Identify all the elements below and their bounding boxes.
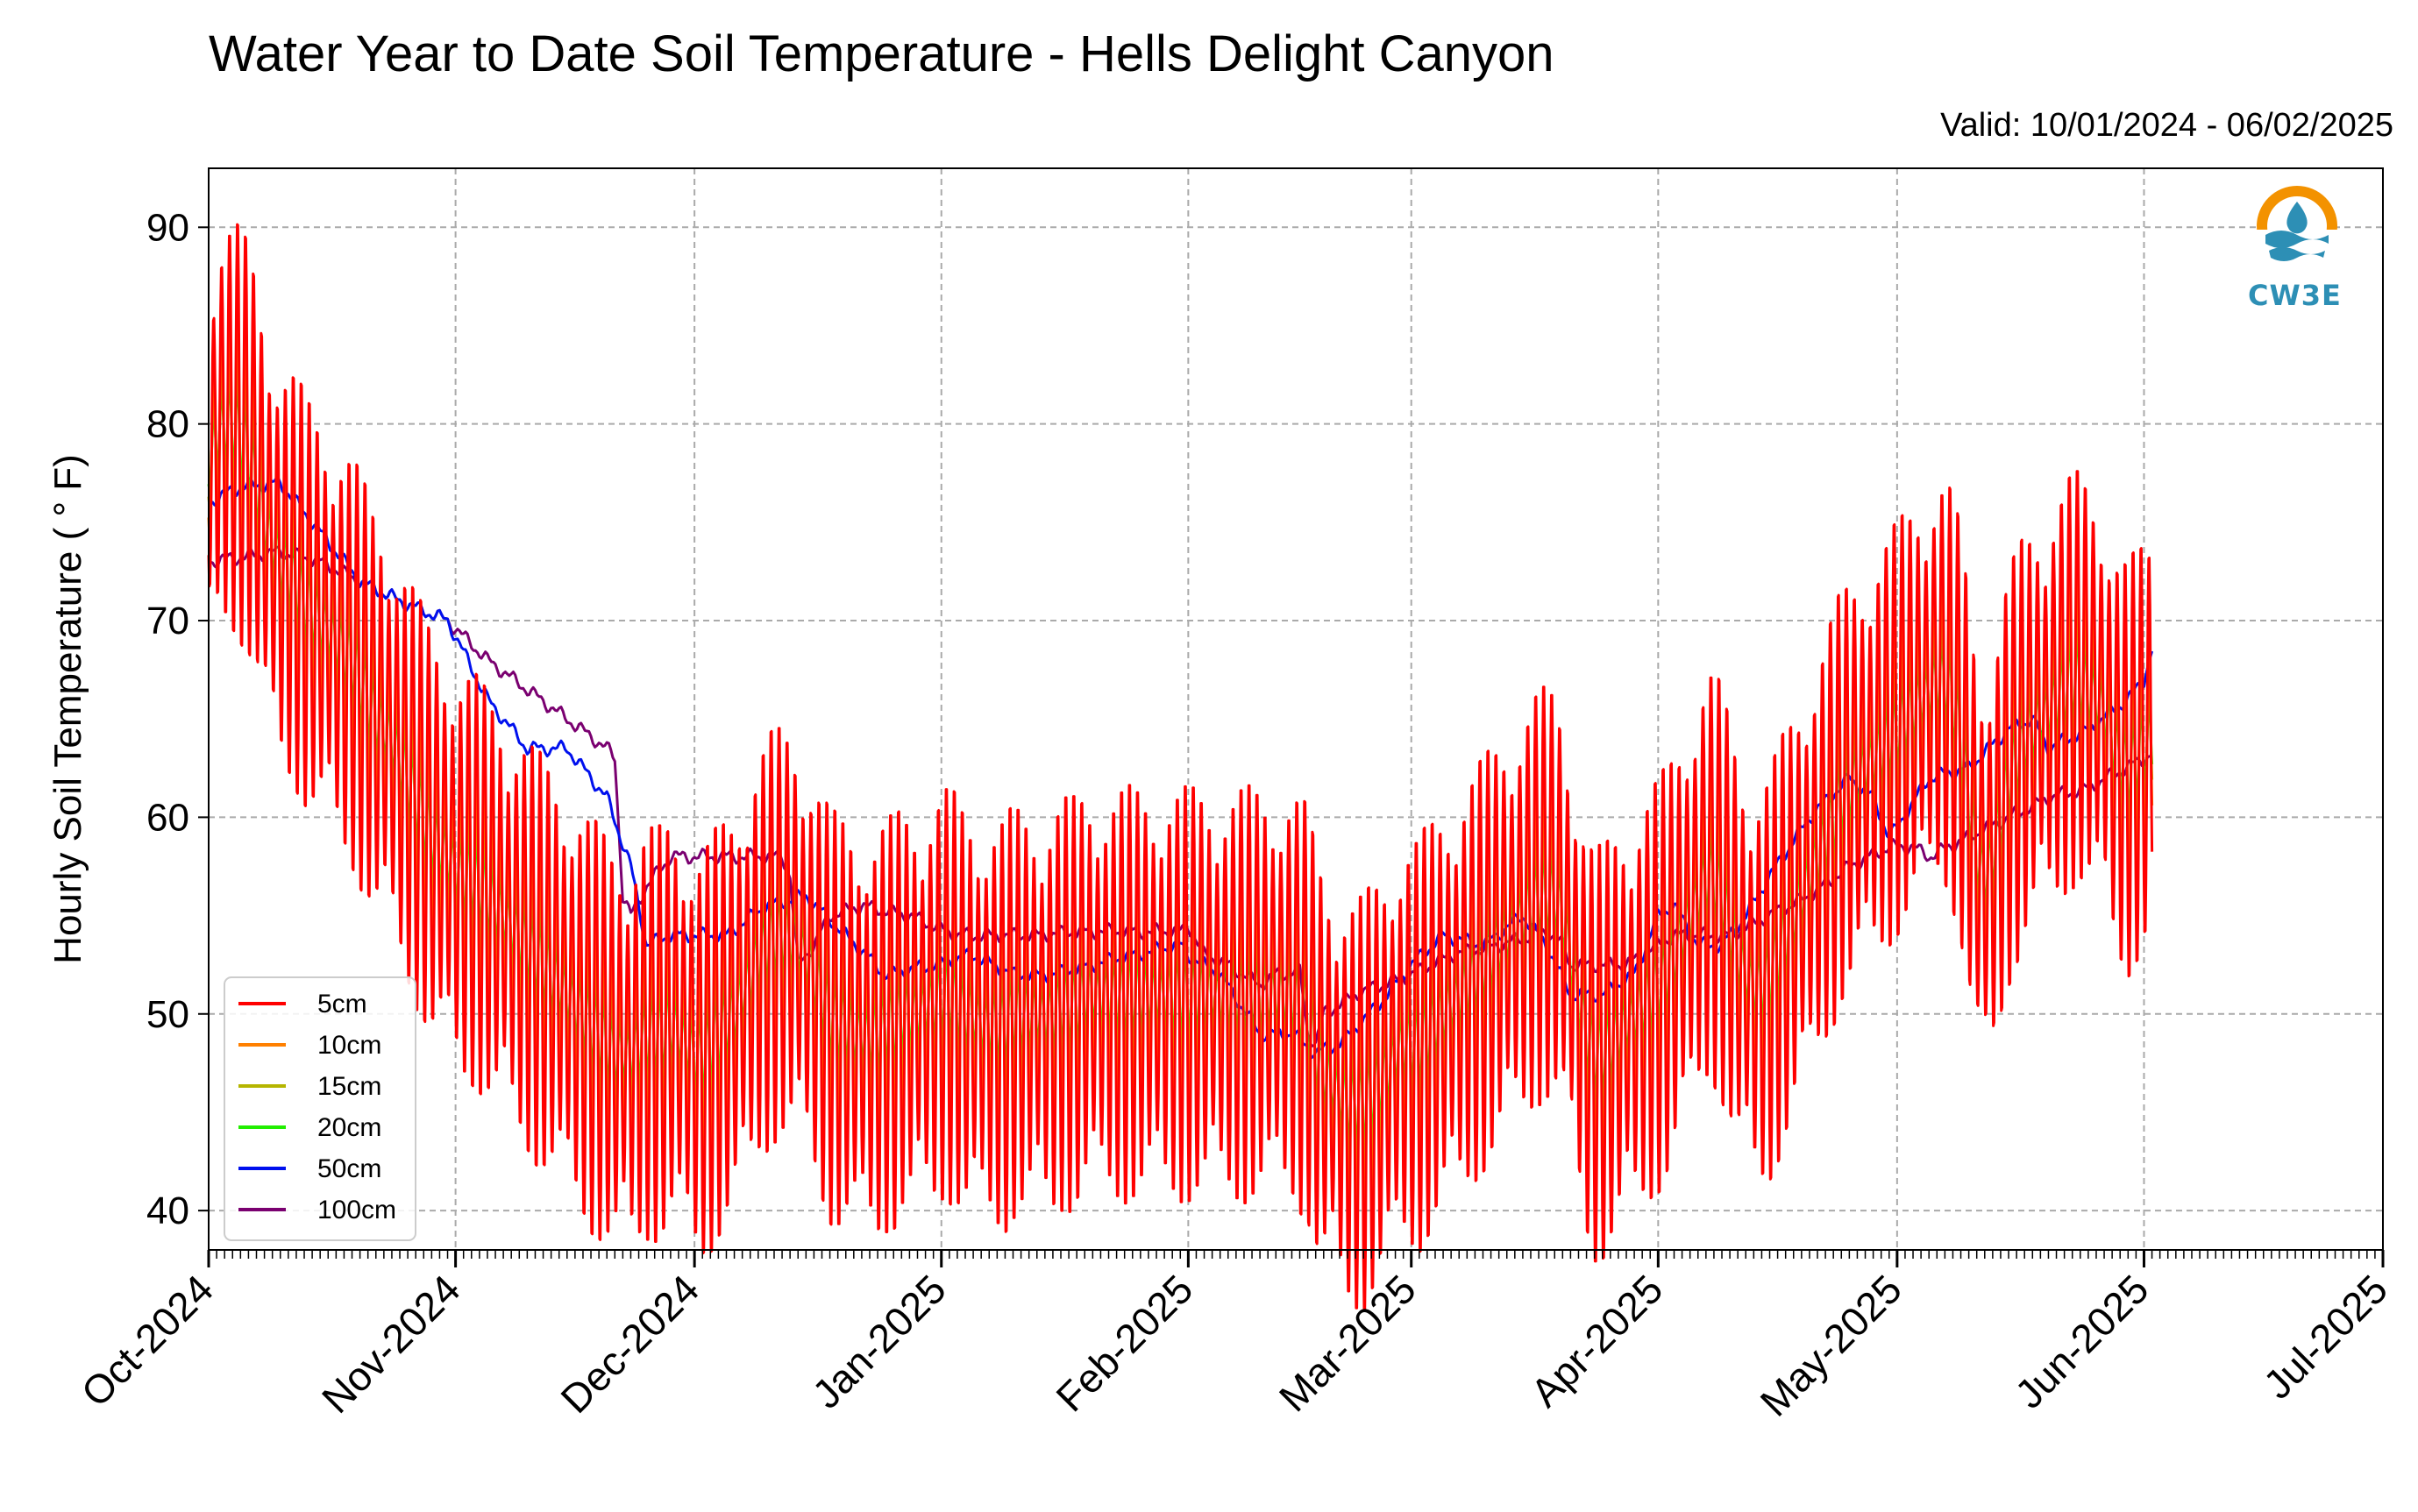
y-tick-label: 60 <box>146 796 189 839</box>
valid-range: Valid: 10/01/2024 - 06/02/2025 <box>1940 107 2393 144</box>
series-line-5cm <box>207 223 2154 1311</box>
chart-title: Water Year to Date Soil Temperature - He… <box>209 25 1554 82</box>
x-tick-label: Nov-2024 <box>313 1266 469 1422</box>
legend-label-50cm: 50cm <box>317 1154 381 1183</box>
legend-label-15cm: 15cm <box>317 1072 381 1101</box>
x-tick-label: Dec-2024 <box>551 1266 708 1422</box>
x-tick-label: Jan-2025 <box>803 1266 954 1416</box>
logo-text: CW3E <box>2248 279 2342 312</box>
legend-label-10cm: 10cm <box>317 1031 381 1060</box>
x-tick-label: Feb-2025 <box>1047 1266 1201 1420</box>
plot-frame <box>208 167 2384 1251</box>
y-tick-label: 50 <box>146 993 189 1036</box>
x-tick-label: Apr-2025 <box>1522 1266 1672 1416</box>
y-tick-label: 90 <box>146 206 189 249</box>
x-tick-label: Jul-2025 <box>2255 1266 2397 1408</box>
legend-label-5cm: 5cm <box>317 990 367 1019</box>
x-tick-label: Oct-2024 <box>73 1266 223 1416</box>
logo-wave-2 <box>2269 247 2325 261</box>
legend: 5cm 10cm 15cm 20cm 50cm 100cm <box>224 976 416 1241</box>
logo-drop <box>2286 202 2308 234</box>
x-tick-label: May-2025 <box>1752 1266 1910 1424</box>
y-tick-label: 40 <box>146 1189 189 1232</box>
y-axis-label: Hourly Soil Temperature ( ° F) <box>46 454 89 964</box>
logo-wave-1 <box>2265 231 2329 248</box>
series-lines <box>207 223 2154 1311</box>
legend-label-100cm: 100cm <box>317 1196 396 1225</box>
legend-label-20cm: 20cm <box>317 1113 381 1142</box>
x-tick-label: Jun-2025 <box>2006 1266 2157 1416</box>
cw3e-logo-icon <box>2257 186 2337 268</box>
y-tick-label: 70 <box>146 600 189 642</box>
y-tick-label: 80 <box>146 403 189 446</box>
